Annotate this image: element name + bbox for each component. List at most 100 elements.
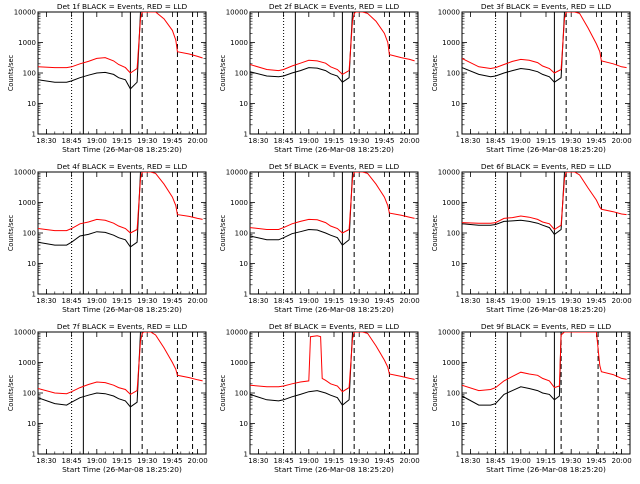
y-tick-label: 1 [456,291,460,299]
x-tick-label: 19:30 [137,297,157,305]
y-tick-label: 1000 [18,39,36,47]
x-tick-label: 19:00 [87,137,107,145]
x-tick-label: 18:45 [486,297,506,305]
events-series-line [38,332,203,408]
y-tick-label: 100 [23,390,36,398]
plot-frame [461,331,631,455]
x-tick-label: 19:30 [561,137,581,145]
plot-frame [37,171,207,295]
y-axis-label: Counts/sec [7,374,15,411]
y-axis-label: Counts/sec [431,374,439,411]
x-tick-label: 20:00 [400,137,420,145]
x-tick-label: 19:45 [162,297,182,305]
x-tick-label: 18:30 [460,297,480,305]
chart-panel-1: Det 1f BLACK = Events, RED = LLD 1 10 100 10… [7,2,208,154]
plot-frame [249,171,419,295]
y-tick-label: 1000 [442,39,460,47]
chart-title: Det 4f BLACK = Events, RED = LLD [57,162,188,171]
y-tick-label: 10000 [14,329,36,337]
x-tick-label: 20:00 [612,297,632,305]
y-tick-label: 1000 [442,359,460,367]
lld-series-line [250,172,415,234]
events-series-line [38,12,203,90]
x-axis-label: Start Time (26-Mar-08 18:25:20) [62,305,182,314]
x-tick-label: 18:45 [486,457,506,465]
x-tick-label: 19:00 [299,297,319,305]
x-tick-label: 19:15 [112,297,132,305]
chart-title: Det 9f BLACK = Events, RED = LLD [481,322,612,331]
x-tick-label: 19:15 [324,297,344,305]
x-tick-label: 19:15 [536,457,556,465]
x-tick-label: 18:45 [62,137,82,145]
x-tick-label: 18:45 [274,297,294,305]
y-tick-label: 100 [447,230,460,238]
x-tick-label: 19:45 [586,137,606,145]
x-tick-label: 19:30 [137,457,157,465]
x-tick-label: 18:30 [248,457,268,465]
y-tick-label: 10000 [226,169,248,177]
x-tick-label: 19:00 [299,137,319,145]
plot-frame [37,11,207,135]
y-axis-label: Counts/sec [431,54,439,91]
x-tick-label: 19:15 [324,137,344,145]
y-tick-label: 100 [23,230,36,238]
x-tick-label: 20:00 [400,457,420,465]
y-tick-label: 10 [239,100,248,108]
chart-panel-7: Det 7f BLACK = Events, RED = LLD 1 10 100 10… [7,322,208,474]
y-axis-label: Counts/sec [219,374,227,411]
y-tick-label: 10 [451,100,460,108]
events-series-line [250,332,415,406]
x-tick-label: 19:30 [349,297,369,305]
x-tick-label: 19:00 [511,457,531,465]
x-tick-label: 19:45 [586,457,606,465]
chart-panel-9: Det 9f BLACK = Events, RED = LLD 1 10 100 10… [431,322,632,474]
x-tick-label: 19:45 [374,457,394,465]
y-tick-label: 100 [235,230,248,238]
y-tick-label: 10 [27,100,36,108]
x-tick-label: 19:00 [87,457,107,465]
x-tick-label: 20:00 [188,137,208,145]
x-tick-label: 19:00 [511,297,531,305]
chart-title: Det 7f BLACK = Events, RED = LLD [57,322,188,331]
chart-title: Det 5f BLACK = Events, RED = LLD [269,162,400,171]
y-tick-label: 10 [27,260,36,268]
x-tick-label: 19:30 [349,137,369,145]
events-series-line [250,172,415,246]
y-tick-label: 1000 [18,359,36,367]
x-axis-label: Start Time (26-Mar-08 18:25:20) [486,465,606,474]
y-tick-label: 10000 [438,329,460,337]
lld-series-line [462,12,627,74]
x-tick-label: 19:15 [536,137,556,145]
y-tick-label: 100 [447,70,460,78]
chart-title: Det 1f BLACK = Events, RED = LLD [57,2,188,11]
x-tick-label: 20:00 [188,457,208,465]
x-axis-label: Start Time (26-Mar-08 18:25:20) [274,145,394,154]
y-tick-label: 1000 [230,39,248,47]
x-tick-label: 18:30 [36,297,56,305]
x-axis-label: Start Time (26-Mar-08 18:25:20) [274,305,394,314]
x-tick-label: 19:45 [162,137,182,145]
y-tick-label: 10000 [438,169,460,177]
chart-panel-8: Det 8f BLACK = Events, RED = LLD 1 10 100 10… [219,322,420,474]
chart-panel-6: Det 6f BLACK = Events, RED = LLD 1 10 100 10… [431,162,632,314]
lld-series-line [38,12,203,74]
y-tick-label: 10000 [226,9,248,17]
events-series-line [462,172,627,236]
x-tick-label: 18:45 [486,137,506,145]
y-tick-label: 100 [23,70,36,78]
x-tick-label: 19:15 [536,297,556,305]
x-tick-label: 18:45 [62,457,82,465]
y-axis-label: Counts/sec [431,214,439,251]
chart-title: Det 8f BLACK = Events, RED = LLD [269,322,400,331]
y-tick-label: 1000 [230,199,248,207]
y-axis-label: Counts/sec [7,214,15,251]
x-tick-label: 18:45 [274,137,294,145]
y-tick-label: 10000 [14,9,36,17]
y-tick-label: 1000 [18,199,36,207]
y-tick-label: 100 [447,390,460,398]
chart-panel-3: Det 3f BLACK = Events, RED = LLD 1 10 100 10… [431,2,632,154]
y-tick-label: 1 [32,291,36,299]
plot-frame [249,11,419,135]
x-tick-label: 20:00 [612,137,632,145]
y-tick-label: 10000 [14,169,36,177]
